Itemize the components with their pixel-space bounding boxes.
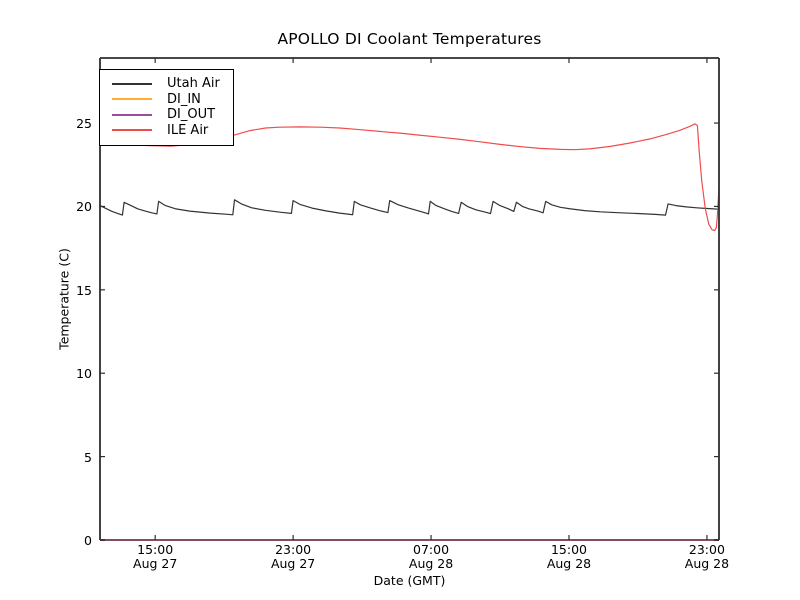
x-tick-date: Aug 28 [546,555,592,571]
x-tick-time: 15:00 [550,542,587,557]
legend-item-utah-air: Utah Air [100,76,233,92]
x-axis-label: Date (GMT) [373,573,446,588]
x-tick-label: 23:00 Aug 27 [248,543,338,570]
legend-label-di-out: DI_OUT [167,107,216,123]
legend-line-swatch-di-in [112,98,152,101]
legend-label-ile-air: ILE Air [167,122,209,138]
x-tick-label: 23:00 Aug 28 [662,543,752,570]
legend-line-swatch-utah-air [112,82,152,85]
y-tick-label: 20 [76,199,92,215]
legend-line-swatch-di-out [112,113,152,116]
y-tick-label: 25 [76,116,92,132]
x-tick-label: 15:00 Aug 27 [110,543,200,570]
y-axis-label: Temperature (C) [56,248,72,350]
legend-line-swatch-ile-air [112,129,152,132]
x-tick-date: Aug 27 [270,555,316,571]
y-tick-label: 10 [76,366,92,382]
plot-area: Utah Air DI_IN DI_OUT ILE Air [99,57,720,541]
legend-label-utah-air: Utah Air [167,76,220,92]
x-tick-date: Aug 27 [133,555,178,571]
x-tick-time: 07:00 [413,542,450,557]
x-tick-label: 07:00 Aug 28 [386,543,476,570]
x-tick-time: 15:00 [137,542,174,557]
legend-item-di-out: DI_OUT [100,107,233,123]
x-tick-label: 15:00 Aug 28 [524,543,614,570]
y-tick-label: 15 [76,282,92,298]
chart-title: APOLLO DI Coolant Temperatures [277,30,542,48]
legend-item-ile-air: ILE Air [100,123,233,139]
x-tick-time: 23:00 [688,542,725,557]
x-tick-date: Aug 28 [684,555,730,571]
series-line-ile-air [99,123,720,232]
series-line-utah-air [99,199,720,216]
x-tick-date: Aug 28 [408,555,454,571]
legend: Utah Air DI_IN DI_OUT ILE Air [99,69,234,146]
x-tick-time: 23:00 [275,542,312,557]
y-tick-label: 5 [84,449,92,465]
legend-item-di-in: DI_IN [100,92,233,108]
legend-label-di-in: DI_IN [167,91,201,107]
y-tick-label: 0 [84,533,92,548]
